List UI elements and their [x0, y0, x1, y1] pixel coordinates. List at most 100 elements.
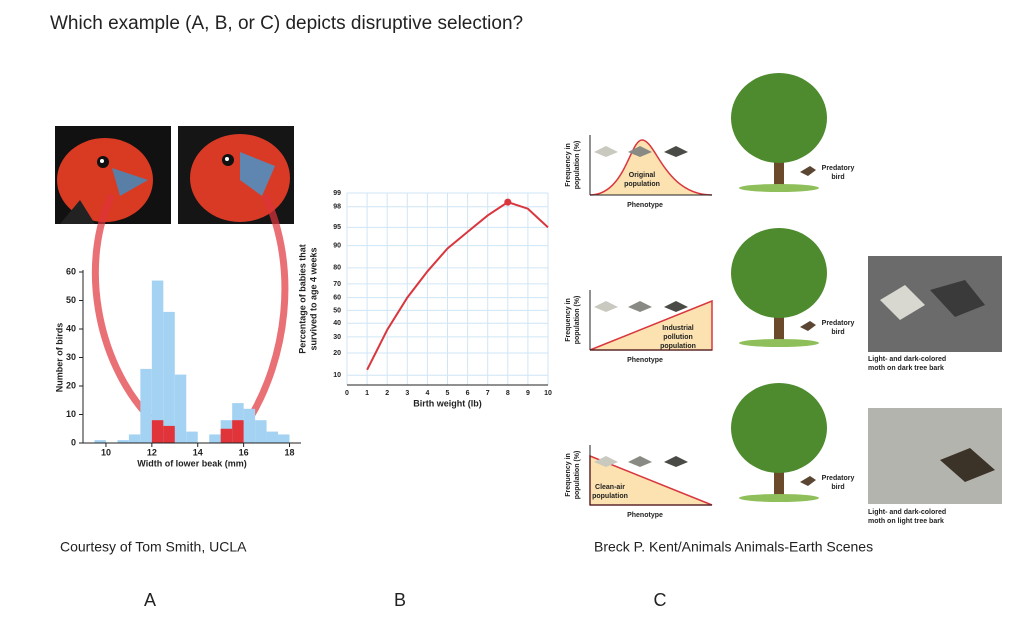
- x-tick-label: 9: [526, 390, 530, 397]
- y-tick-label: 60: [333, 294, 341, 301]
- y-tick-label: 90: [333, 243, 341, 250]
- bar: [266, 431, 279, 443]
- x-axis-label: Phenotype: [627, 357, 663, 364]
- y-tick-label: 20: [333, 350, 341, 357]
- point: [504, 198, 512, 206]
- x-tick-label: 2: [385, 390, 389, 397]
- bird-photo: [178, 126, 294, 224]
- population-label: Clean-air: [595, 484, 625, 491]
- x-tick-label: 3: [405, 390, 409, 397]
- option[interactable]: A: [144, 590, 156, 610]
- moth-photo: [868, 408, 1002, 504]
- bar: [232, 420, 244, 443]
- moth: [940, 448, 995, 482]
- bar: [151, 280, 164, 443]
- y-tick-label: 10: [333, 372, 341, 379]
- bird-icon: [800, 321, 816, 331]
- photo-caption: moth on light tree bark: [868, 518, 944, 525]
- y-axis-label: population (%): [574, 451, 581, 500]
- moth-icon: [594, 301, 618, 312]
- grass: [739, 494, 819, 502]
- x-tick-label: 6: [466, 390, 470, 397]
- y-tick-label: 95: [333, 224, 341, 231]
- x-tick-label: 14: [193, 447, 203, 457]
- bar: [163, 311, 175, 443]
- x-tick-label: 5: [446, 390, 450, 397]
- y-axis-label: survived to age 4 weeks: [308, 247, 318, 350]
- bar: [128, 434, 141, 443]
- caption: Courtesy of Tom Smith, UCLA: [60, 539, 247, 555]
- bar: [209, 434, 221, 443]
- bar: [151, 420, 164, 443]
- y-tick-label: 70: [333, 281, 341, 288]
- option[interactable]: B: [394, 590, 406, 610]
- bird-photo: [55, 126, 171, 224]
- question: Which example (A, B, or C) depicts disru…: [50, 13, 523, 34]
- bar: [220, 428, 233, 443]
- x-axis-label: Phenotype: [627, 512, 663, 519]
- caption: Breck P. Kent/Animals Animals-Earth Scen…: [594, 539, 873, 555]
- y-tick-label: 40: [333, 320, 341, 327]
- x-axis-label: Birth weight (lb): [413, 398, 482, 408]
- photo-caption: Light- and dark-colored: [868, 509, 946, 516]
- bar: [278, 434, 290, 443]
- y-tick-label: 10: [66, 409, 76, 419]
- grass: [739, 184, 819, 192]
- y-axis-label: population (%): [574, 296, 581, 345]
- population-label: population: [624, 181, 660, 188]
- y-tick-label: 40: [66, 323, 76, 333]
- bar: [174, 374, 187, 443]
- x-tick-label: 4: [425, 390, 429, 397]
- x-axis-label: Phenotype: [627, 202, 663, 209]
- y-tick-label: 80: [333, 265, 341, 272]
- y-tick-label: 50: [66, 295, 76, 305]
- moth-icon: [664, 146, 688, 157]
- moth-icon: [628, 301, 652, 312]
- y-tick-label: 98: [333, 204, 341, 211]
- moth-icon: [628, 456, 652, 467]
- y-tick-label: 30: [333, 334, 341, 341]
- x-tick-label: 8: [506, 390, 510, 397]
- arrow: [247, 193, 289, 420]
- distribution: [589, 139, 713, 196]
- x-tick-label: 1: [365, 390, 369, 397]
- population-label: Industrial: [662, 325, 694, 332]
- bar: [94, 440, 106, 443]
- photo-caption: Light- and dark-colored: [868, 356, 946, 363]
- bar: [255, 420, 267, 443]
- y-axis-label: Frequency in: [565, 143, 572, 187]
- moth-icon: [664, 301, 688, 312]
- bird-label: Predatory: [822, 320, 855, 327]
- bar: [243, 408, 256, 443]
- moth: [930, 280, 985, 317]
- moth-icon: [594, 146, 618, 157]
- x-tick-label: 10: [101, 447, 111, 457]
- bird-icon: [800, 166, 816, 176]
- x-tick-label: 0: [345, 390, 349, 397]
- y-tick-label: 20: [66, 380, 76, 390]
- y-tick-label: 50: [333, 307, 341, 314]
- bird-label: Predatory: [822, 475, 855, 482]
- moth-icon: [594, 456, 618, 467]
- bird-label: Predatory: [822, 165, 855, 172]
- y-tick-label: 60: [66, 266, 76, 276]
- bird-label: bird: [831, 329, 844, 336]
- bar: [163, 425, 175, 443]
- bar: [186, 431, 198, 443]
- line: [366, 201, 549, 371]
- grass: [739, 339, 819, 347]
- tree-canopy: [731, 73, 827, 163]
- y-axis-label: Percentage of babies that: [297, 244, 307, 354]
- bar: [140, 368, 152, 443]
- option[interactable]: C: [654, 590, 667, 610]
- tree-canopy: [731, 383, 827, 473]
- y-axis-label: Number of birds: [54, 323, 64, 393]
- y-axis-label: Frequency in: [565, 298, 572, 342]
- population-label: population: [660, 343, 696, 350]
- y-tick-label: 99: [333, 190, 341, 197]
- y-tick-label: 0: [71, 437, 76, 447]
- population-label: Original: [629, 172, 656, 179]
- arrow: [91, 193, 153, 421]
- moth-icon: [664, 456, 688, 467]
